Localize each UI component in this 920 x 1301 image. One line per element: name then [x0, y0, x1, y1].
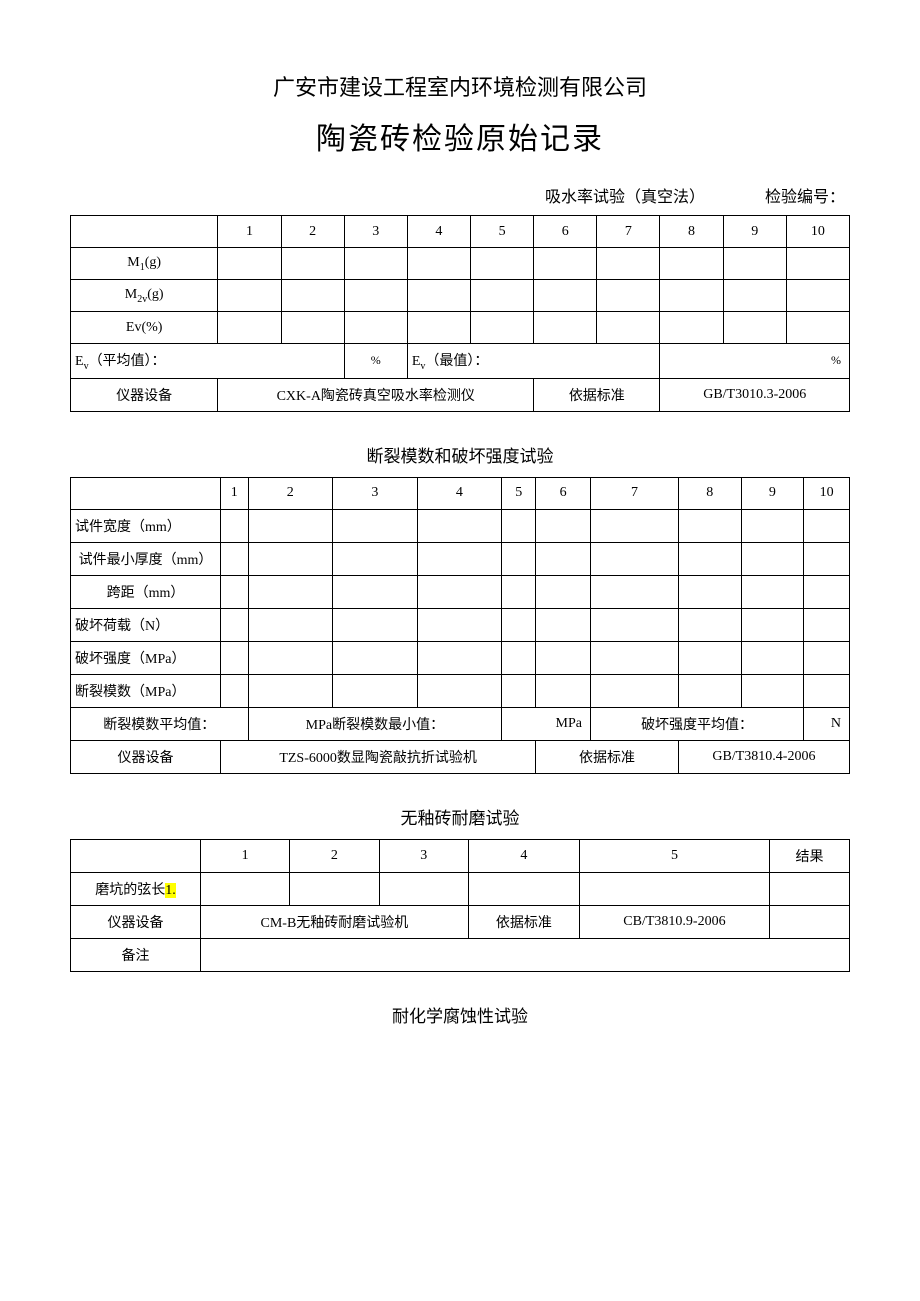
equip-row: 仪器设备 CM-B无釉砖耐磨试验机 依据标准 CB/T3810.9-2006 — [71, 905, 850, 938]
col-1: 1 — [218, 216, 281, 248]
equip-label: 仪器设备 — [71, 905, 201, 938]
col-9: 9 — [741, 477, 804, 509]
table-row: 磨坑的弦长1. — [71, 872, 850, 905]
table-row: M2v(g) — [71, 280, 850, 312]
row-thickness: 试件最小厚度（mm） — [71, 542, 221, 575]
equip-row: 仪器设备 TZS-6000数显陶瓷敲抗折试验机 依据标准 GB/T3810.4-… — [71, 740, 850, 773]
table-row: 破坏强度（MPa） — [71, 641, 850, 674]
col-2: 2 — [281, 216, 344, 248]
remark-label: 备注 — [71, 938, 201, 971]
doc-title: 陶瓷砖检验原始记录 — [70, 114, 850, 158]
col-5: 5 — [579, 839, 769, 872]
equip-value: CXK-A陶瓷砖真空吸水率检测仪 — [218, 378, 534, 411]
equip-value: TZS-6000数显陶瓷敲抗折试验机 — [221, 740, 536, 773]
row-load: 破坏荷载（N） — [71, 608, 221, 641]
mod-min-label: MPa断裂模数最小值： — [248, 707, 502, 740]
col-8: 8 — [678, 477, 741, 509]
row-modulus: 断裂模数（MPa） — [71, 674, 221, 707]
col-result: 结果 — [770, 839, 850, 872]
row-m2v: M2v(g) — [71, 280, 218, 312]
col-3: 3 — [333, 477, 418, 509]
std-value: GB/T3010.3-2006 — [660, 378, 850, 411]
col-6: 6 — [536, 477, 591, 509]
str-unit: N — [804, 707, 850, 740]
col-6: 6 — [534, 216, 597, 248]
table-header-row: 1 2 3 4 5 结果 — [71, 839, 850, 872]
table-header-row: 1 2 3 4 5 6 7 8 9 10 — [71, 477, 850, 509]
table-row: 试件宽度（mm） — [71, 509, 850, 542]
col-5: 5 — [502, 477, 536, 509]
col-3: 3 — [379, 839, 468, 872]
col-8: 8 — [660, 216, 723, 248]
col-10: 10 — [786, 216, 849, 248]
col-3: 3 — [344, 216, 407, 248]
str-avg-label: 破坏强度平均值： — [590, 707, 803, 740]
table-row: Ev(%) — [71, 312, 850, 344]
table-absorption: 1 2 3 4 5 6 7 8 9 10 M1(g) M2v(g) Ev(%) … — [70, 215, 850, 412]
equip-label: 仪器设备 — [71, 740, 221, 773]
section2-title: 断裂模数和破坏强度试验 — [70, 442, 850, 467]
col-2: 2 — [290, 839, 379, 872]
section4-title: 耐化学腐蚀性试验 — [70, 1002, 850, 1027]
std-label: 依据标准 — [468, 905, 579, 938]
section1-subheader: 吸水率试验（真空法） 检验编号： — [70, 183, 850, 207]
equip-label: 仪器设备 — [71, 378, 218, 411]
col-1: 1 — [201, 839, 290, 872]
col-4: 4 — [417, 477, 502, 509]
avg-label: Ev（平均值）： — [71, 344, 345, 379]
table-row: 跨距（mm） — [71, 575, 850, 608]
summary-row: Ev（平均值）： % Ev（最值）： % — [71, 344, 850, 379]
table-row: 断裂模数（MPa） — [71, 674, 850, 707]
avg-unit: % — [344, 344, 407, 379]
col-10: 10 — [804, 477, 850, 509]
row-chord: 磨坑的弦长1. — [71, 872, 201, 905]
std-value: GB/T3810.4-2006 — [678, 740, 849, 773]
std-label: 依据标准 — [534, 378, 660, 411]
table-row: M1(g) — [71, 248, 850, 280]
table-fracture: 1 2 3 4 5 6 7 8 9 10 试件宽度（mm） 试件最小厚度（mm）… — [70, 477, 850, 774]
table-row: 破坏荷载（N） — [71, 608, 850, 641]
summary-row: 断裂模数平均值： MPa断裂模数最小值： MPa 破坏强度平均值： N — [71, 707, 850, 740]
max-unit: % — [660, 344, 850, 379]
table-abrasion: 1 2 3 4 5 结果 磨坑的弦长1. 仪器设备 CM-B无釉砖耐磨试验机 依… — [70, 839, 850, 972]
col-1: 1 — [221, 477, 249, 509]
company-name: 广安市建设工程室内环境检测有限公司 — [70, 70, 850, 102]
mod-avg-label: 断裂模数平均值： — [71, 707, 249, 740]
table-row: 试件最小厚度（mm） — [71, 542, 850, 575]
table-header-row: 1 2 3 4 5 6 7 8 9 10 — [71, 216, 850, 248]
row-strength: 破坏强度（MPa） — [71, 641, 221, 674]
col-9: 9 — [723, 216, 786, 248]
mod-unit: MPa — [502, 707, 591, 740]
equip-value: CM-B无釉砖耐磨试验机 — [201, 905, 469, 938]
row-m1: M1(g) — [71, 248, 218, 280]
row-width: 试件宽度（mm） — [71, 509, 221, 542]
col-4: 4 — [468, 839, 579, 872]
col-7: 7 — [597, 216, 660, 248]
col-5: 5 — [471, 216, 534, 248]
section3-title: 无釉砖耐磨试验 — [70, 804, 850, 829]
col-2: 2 — [248, 477, 333, 509]
remark-row: 备注 — [71, 938, 850, 971]
row-ev: Ev(%) — [71, 312, 218, 344]
test-name: 吸水率试验（真空法） — [545, 183, 705, 207]
col-4: 4 — [407, 216, 470, 248]
test-id-label: 检验编号： — [765, 183, 845, 207]
equip-row: 仪器设备 CXK-A陶瓷砖真空吸水率检测仪 依据标准 GB/T3010.3-20… — [71, 378, 850, 411]
col-7: 7 — [590, 477, 678, 509]
std-label: 依据标准 — [536, 740, 679, 773]
std-value: CB/T3810.9-2006 — [579, 905, 769, 938]
max-label: Ev（最值）： — [407, 344, 660, 379]
row-span: 跨距（mm） — [71, 575, 221, 608]
